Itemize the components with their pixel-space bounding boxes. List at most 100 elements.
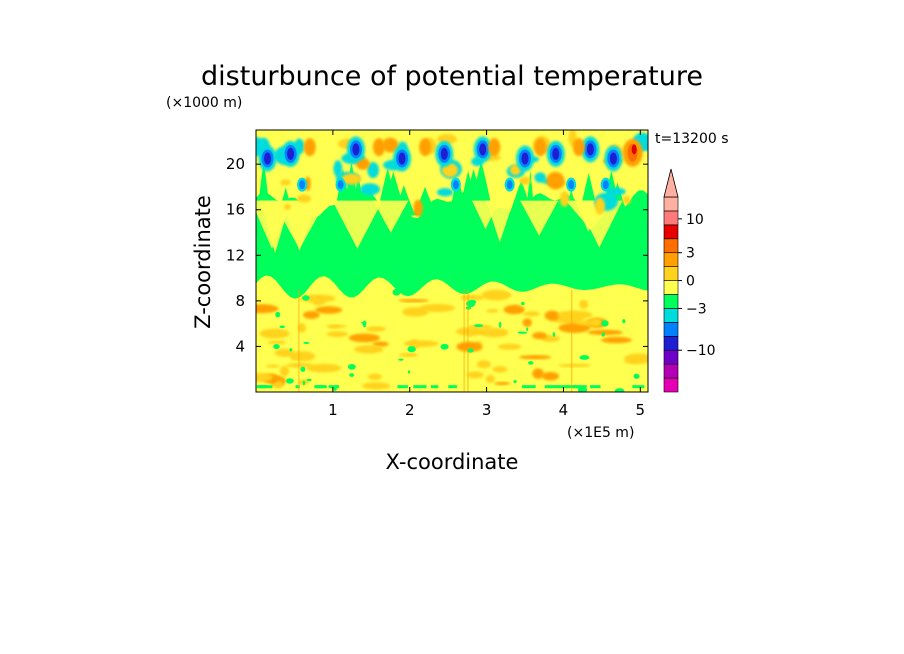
contour-patch: [366, 326, 386, 332]
contour-patch: [382, 137, 399, 153]
contour-chevron: [520, 200, 559, 236]
contour-patch: [614, 388, 625, 392]
colorbar-extend-arrow: [663, 168, 679, 198]
contour-patch: [571, 289, 573, 392]
contour-patch: [280, 179, 291, 186]
contour-patch: [572, 385, 587, 389]
contour-chevron: [576, 200, 623, 248]
contour-patch: [398, 358, 404, 361]
x-tick-label: 2: [405, 401, 415, 419]
contour-patch: [528, 361, 534, 365]
contour-patch: [552, 332, 556, 337]
contour-patch: [587, 329, 623, 336]
contour-patch: [368, 373, 382, 381]
y-axis-label: Z-coordinate: [191, 195, 215, 329]
y-tick-label: 8: [235, 292, 245, 310]
colorbar-swatch: [663, 210, 679, 226]
contour-patch: [256, 372, 273, 382]
time-label: t=13200 s: [655, 131, 729, 147]
contour-patch: [333, 160, 343, 178]
contour-patch: [503, 304, 525, 315]
contour-patch: [352, 143, 360, 156]
contour-patch: [460, 294, 485, 301]
contour-patch: [541, 371, 560, 381]
y-tick-label: 16: [226, 201, 245, 219]
chart-title: disturbunce of potential temperature: [201, 61, 703, 92]
colorbar-tick-label: −10: [686, 343, 716, 359]
y-axis-ticks: 4 8 12 16 20: [226, 155, 648, 355]
contour-patch: [300, 366, 306, 372]
contour-patch: [594, 197, 606, 215]
contour-patch: [274, 348, 295, 357]
contour-patch: [602, 180, 609, 190]
contour-patch: [609, 152, 617, 165]
colorbar-swatch: [663, 224, 679, 240]
contour-patch: [601, 332, 605, 337]
contour-patch: [559, 191, 570, 207]
contour-patch: [302, 380, 306, 386]
contour-patch: [622, 195, 631, 205]
contour-patch: [522, 318, 532, 327]
contour-patch: [546, 171, 565, 190]
contour-field: [256, 130, 648, 392]
contour-patch: [265, 364, 280, 368]
contour-patch: [287, 147, 295, 160]
contour-patch: [306, 378, 312, 382]
contour-patch: [273, 344, 280, 350]
colorbar-swatch: [663, 335, 679, 351]
contour-patch: [479, 143, 487, 156]
x-tick-label: 5: [636, 401, 646, 419]
colorbar-swatch: [663, 280, 679, 295]
colorbar-swatch: [663, 308, 679, 323]
contour-patch: [590, 385, 601, 389]
contour-patch: [398, 152, 406, 165]
contour-patch: [283, 203, 292, 210]
plot-frame: [255, 129, 649, 393]
contour-patch: [606, 187, 626, 196]
contour-patch: [264, 152, 272, 165]
contour-patch: [259, 328, 290, 339]
y-unit-label: (×1000 m): [166, 95, 242, 111]
contour-patch: [289, 347, 293, 352]
contour-patch: [558, 322, 591, 333]
colorbar-tick-label: 10: [686, 212, 704, 228]
contour-patch: [419, 303, 456, 313]
contour-chevron: [256, 200, 293, 249]
contour-patch: [572, 138, 585, 157]
contour-patch: [315, 306, 343, 314]
contour-patch: [362, 320, 367, 328]
contour-patch: [523, 311, 540, 317]
contour-patch: [463, 289, 465, 392]
contour-patch: [497, 343, 522, 350]
contour-patch: [519, 355, 552, 360]
contour-patch: [431, 385, 439, 389]
contour-patch: [521, 301, 525, 306]
contour-patch: [285, 378, 294, 384]
contour-patch: [577, 387, 588, 392]
contour-patch: [601, 320, 609, 327]
contour-patch: [306, 363, 342, 373]
contour-patch: [419, 138, 432, 157]
colorbar: 10 3 0 −3 −10: [663, 168, 716, 393]
contour-patch: [367, 162, 379, 179]
contour-patch: [534, 138, 547, 157]
y-tick-label: 20: [226, 155, 245, 173]
colorbar-swatch: [663, 349, 679, 365]
x-axis-ticks: 1 2 3 4 5: [328, 130, 645, 419]
x-unit-label: (×1E5 m): [567, 425, 634, 441]
contour-patch: [296, 194, 312, 203]
contour-patch: [568, 180, 575, 190]
contour-patch: [372, 341, 389, 347]
colorbar-swatch: [663, 252, 679, 267]
colorbar-tick-label: 0: [686, 274, 695, 290]
contour-patch: [279, 365, 290, 377]
contour-patch: [312, 299, 326, 306]
contour-patch: [303, 310, 320, 319]
contour-patch: [413, 199, 423, 217]
contour-patch: [506, 180, 513, 190]
contour-patch: [622, 319, 626, 324]
contour-patch: [398, 299, 429, 303]
colorbar-tick-label: −3: [686, 301, 707, 317]
contour-patch: [586, 143, 594, 156]
